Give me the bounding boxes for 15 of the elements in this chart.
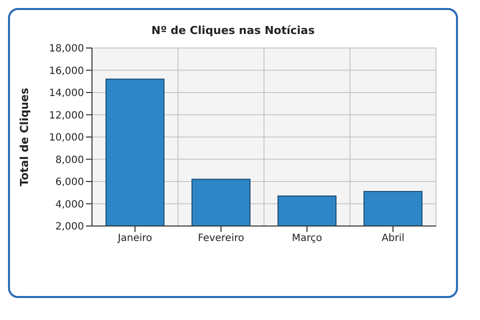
y-axis-title: Total de Cliques	[18, 87, 31, 186]
y-tick-label: 4,000	[55, 199, 84, 210]
y-tick-label: 8,000	[55, 154, 84, 166]
y-tick-label: 10,000	[49, 132, 84, 144]
x-tick-label: Fevereiro	[198, 233, 244, 244]
chart-title: Nº de Cliques nas Notícias	[150, 24, 316, 37]
y-tick-label: 12,000	[49, 110, 84, 122]
x-tick-label: Março	[292, 233, 322, 244]
y-tick-label: 2,000	[55, 222, 84, 233]
y-tick-label: 14,000	[49, 88, 84, 100]
x-tick-label: Abril	[382, 233, 404, 244]
y-tick-label: 16,000	[49, 66, 84, 77]
y-tick-label: 6,000	[55, 177, 84, 188]
y-tick-label: 18,000	[49, 44, 84, 55]
x-tick-label: Janeiro	[116, 233, 152, 244]
